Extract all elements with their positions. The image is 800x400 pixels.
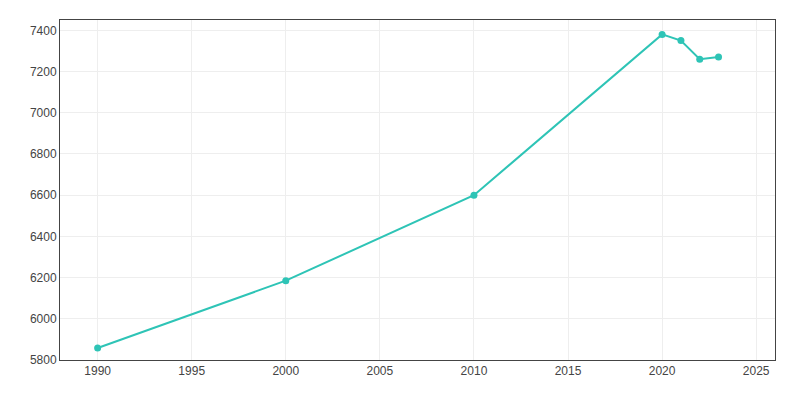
svg-text:6200: 6200 xyxy=(30,271,57,285)
svg-text:7400: 7400 xyxy=(30,24,57,38)
svg-text:2025: 2025 xyxy=(743,364,770,378)
svg-text:7200: 7200 xyxy=(30,65,57,79)
svg-text:1995: 1995 xyxy=(178,364,205,378)
svg-text:1990: 1990 xyxy=(84,364,111,378)
svg-text:2020: 2020 xyxy=(649,364,676,378)
svg-text:2005: 2005 xyxy=(367,364,394,378)
svg-text:5800: 5800 xyxy=(30,353,57,367)
svg-text:6600: 6600 xyxy=(30,188,57,202)
svg-text:7000: 7000 xyxy=(30,106,57,120)
svg-text:6800: 6800 xyxy=(30,147,57,161)
svg-text:2000: 2000 xyxy=(272,364,299,378)
svg-text:2015: 2015 xyxy=(555,364,582,378)
svg-text:2010: 2010 xyxy=(461,364,488,378)
svg-text:6000: 6000 xyxy=(30,312,57,326)
svg-text:6400: 6400 xyxy=(30,230,57,244)
